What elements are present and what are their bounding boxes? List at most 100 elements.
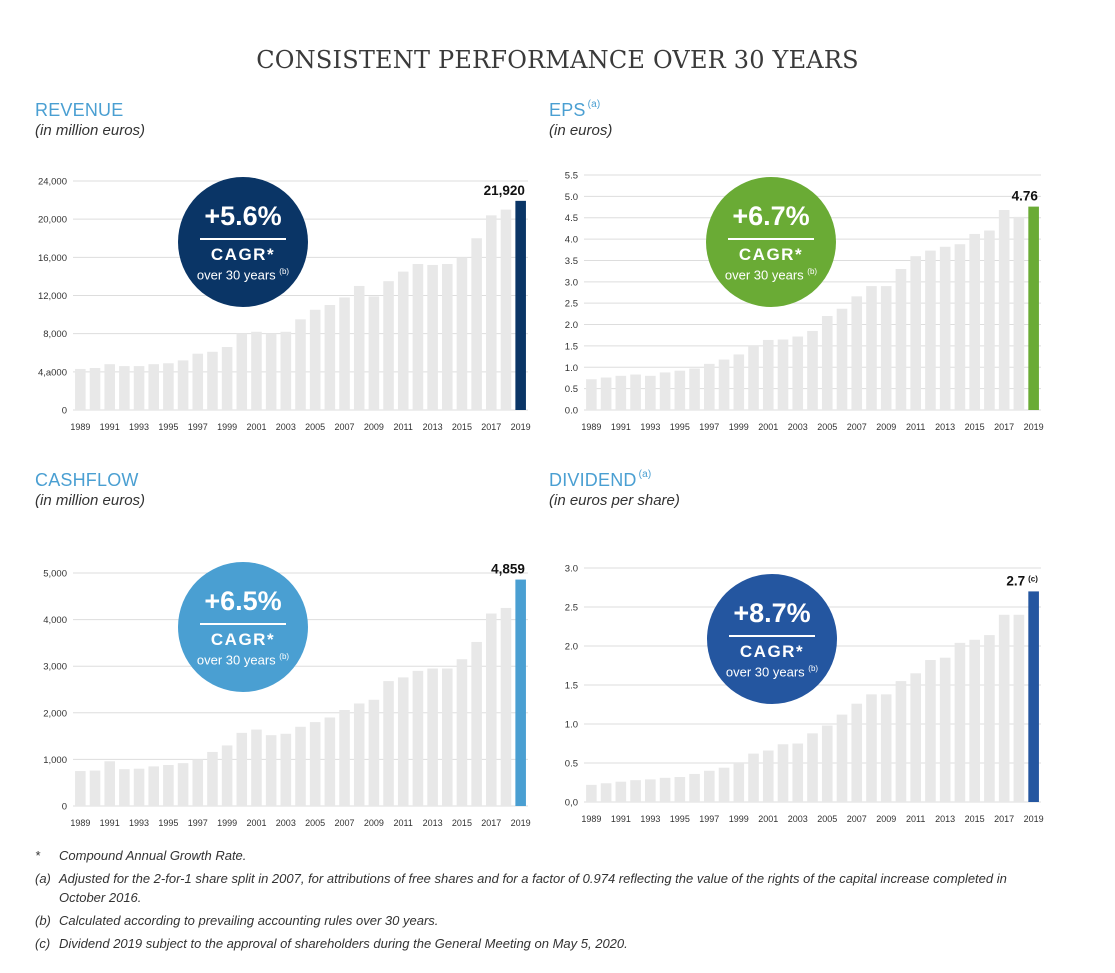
bar <box>630 374 641 410</box>
bar <box>615 375 627 410</box>
bar <box>659 777 671 802</box>
bar <box>866 286 877 410</box>
y-tick-label: 0.0 <box>565 406 578 417</box>
bar <box>75 771 86 806</box>
cashflow-chart-panel: CASHFLOW (in million euros) 0 1,000 2,000 3… <box>35 470 555 830</box>
cagr-value: +6.5% <box>204 585 282 616</box>
x-tick-label: 2013 <box>935 814 955 824</box>
bar <box>251 331 262 410</box>
bar <box>954 244 966 410</box>
x-tick-label: 1999 <box>217 422 237 432</box>
bar <box>674 370 686 410</box>
dividend-bar-chart: 0,0 0.5 1.0 1.5 2.0 2.5 3.0 1989 1991 1993 1995 199… <box>565 564 1044 825</box>
y-tick-label: 2.5 <box>565 603 578 614</box>
x-tick-label: 2011 <box>394 422 413 432</box>
bar <box>383 281 394 410</box>
bar <box>600 377 612 410</box>
footnote: (b) Calculated according to prevailing ac… <box>35 911 1045 930</box>
y-tick-label: 5.0 <box>565 192 578 203</box>
chart-title: REVENUE <box>35 100 124 120</box>
x-tick-label: 1993 <box>129 422 149 432</box>
bar <box>192 759 204 806</box>
y-tick-label: 3.0 <box>565 277 578 288</box>
bar <box>353 285 365 410</box>
bar <box>925 660 936 802</box>
chart-title: EPS (a) <box>549 99 601 120</box>
bar <box>762 339 774 410</box>
bar <box>939 246 951 410</box>
bar <box>324 305 336 410</box>
x-tick-label: 2005 <box>817 814 837 824</box>
bar <box>895 681 907 802</box>
x-tick-label: 1991 <box>100 422 120 432</box>
y-tick-label: 0 <box>62 406 67 417</box>
bar <box>456 257 468 410</box>
cagr-badge: +6.7% CAGR* over 30 years (b) <box>706 177 836 307</box>
x-tick-label: 1997 <box>188 422 208 432</box>
x-tick-label: 1997 <box>699 814 719 824</box>
bar <box>733 354 745 410</box>
bar <box>236 333 248 410</box>
last-value: 4.76 <box>1012 189 1039 204</box>
x-tick-label: 1991 <box>100 818 120 828</box>
x-tick-label: 2017 <box>994 422 1014 432</box>
x-tick-label: 2009 <box>876 422 896 432</box>
x-tick-label: 1995 <box>670 422 690 432</box>
bar <box>615 781 627 802</box>
y-tick-label: 2.0 <box>565 320 578 331</box>
bar <box>689 368 700 410</box>
y-tick-label: 2.0 <box>565 642 578 653</box>
y-tick-label: 1.0 <box>565 720 578 731</box>
bar <box>427 264 438 410</box>
y-tick-label: 4,a000 <box>38 367 67 378</box>
bar-highlight <box>515 200 526 410</box>
bar <box>821 725 833 802</box>
bar <box>703 770 715 802</box>
y-tick-label: 4.5 <box>565 213 578 224</box>
revenue-bar-chart: 0 4,a000 8,000 12,000 16,000 20,000 24,000 1989… <box>38 177 531 433</box>
x-tick-label: 1999 <box>217 818 237 828</box>
chart-title: CASHFLOW <box>35 470 139 490</box>
footnote-mark: (a) <box>35 871 51 886</box>
last-value-label: 21,920 <box>484 183 525 198</box>
bar <box>836 714 848 802</box>
y-tick-label: 0.5 <box>565 759 578 770</box>
x-tick-label: 2009 <box>876 814 896 824</box>
x-tick-label: 1989 <box>70 818 90 828</box>
bar <box>733 763 745 802</box>
cagr-note: over 30 years (b) <box>724 266 818 283</box>
y-tick-label: 3.5 <box>565 256 578 267</box>
bar <box>910 256 922 410</box>
x-tick-label: 2015 <box>965 814 985 824</box>
x-tick-label: 2003 <box>276 422 296 432</box>
y-tick-label: 0.5 <box>565 384 578 395</box>
x-tick-label: 1989 <box>70 422 90 432</box>
bar <box>119 769 130 806</box>
footnote-mark: * <box>35 848 41 863</box>
cagr-value: +6.7% <box>732 200 810 231</box>
x-tick-label: 2007 <box>847 422 867 432</box>
bar <box>163 363 174 410</box>
bar <box>600 783 612 802</box>
x-tick-label: 2019 <box>1024 422 1044 432</box>
bar <box>486 613 497 806</box>
bar <box>221 347 233 410</box>
last-value-label: 2.7 (c) <box>1006 573 1038 588</box>
footnote-text: Calculated according to prevailing accou… <box>59 913 439 928</box>
bar <box>748 345 759 410</box>
cagr-badge: +6.5% CAGR* over 30 years (b) <box>178 562 308 692</box>
x-tick-label: 2001 <box>758 814 778 824</box>
bar <box>133 768 145 806</box>
x-tick-label: 2009 <box>364 818 384 828</box>
bar <box>500 209 512 410</box>
bar <box>89 368 101 410</box>
bar <box>265 333 277 410</box>
bar <box>1013 614 1025 802</box>
x-tick-label: 2005 <box>817 422 837 432</box>
chart-title-sup: (a) <box>587 99 601 110</box>
x-tick-label: 2001 <box>246 818 266 828</box>
y-tick-label: 4.0 <box>565 235 578 246</box>
y-tick-label: 5.5 <box>565 171 578 182</box>
y-tick-label: 4,000 <box>43 615 67 626</box>
footnotes: * Compound Annual Growth Rate. (a) Adjuste… <box>35 846 1045 957</box>
